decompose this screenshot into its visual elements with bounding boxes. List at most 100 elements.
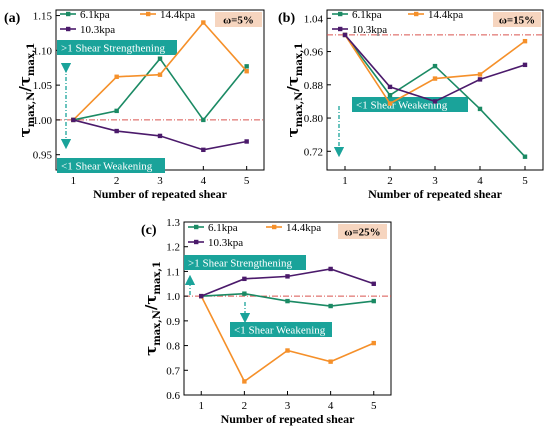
x-tick-label: 1 [342,175,348,187]
x-tick-label: 4 [328,400,334,412]
legend-marker [338,11,343,17]
data-point [285,274,290,279]
x-axis-label: Number of repeated shear [93,187,228,201]
y-tick-label: 1.00 [33,115,53,127]
strengthening-label: >1 Shear Strengthening [61,43,165,55]
data-point [244,139,249,144]
data-point [201,20,206,25]
weakening-box [352,97,468,112]
data-point [114,108,119,114]
data-point [157,72,163,77]
data-point [432,99,438,104]
y-tick-label: 1.15 [33,11,53,23]
data-point [242,291,247,296]
chart-panel-c: 0.6 0.7 0.8 0.9 1.0 1.1 1.2 1.3 1 2 3 4 5 Number of r… [141,217,392,426]
data-point [244,69,249,74]
y-tick-label: 0.9 [166,316,180,328]
y-tick-label: 0.8 [166,341,180,353]
omega-badge [338,224,387,239]
y-label-sub: max,1 [26,43,37,76]
data-point [387,92,393,98]
data-point [328,266,333,272]
legend-label: 6.1kpa [80,9,110,21]
strengthening-label: >1 Shear Strengthening [188,258,292,270]
data-point [522,62,528,68]
y-label-sub: max,N [26,92,37,128]
omega-label: ω=15% [499,15,535,27]
series-line-6.1kpa [344,34,526,158]
omega-badge [493,12,541,27]
data-point [157,133,163,139]
y-tick-label: 1.3 [166,217,180,229]
y-tick-label: 0.6 [166,390,180,402]
y-label-mid: /τ [16,76,34,92]
legend-marker [66,11,71,17]
x-tick-label: 1 [199,400,205,412]
y-tick-label: 0.72 [304,146,323,158]
x-axis-label: Number of repeated shear [368,187,503,201]
y-label-sub: max,N [294,92,305,128]
data-point [114,128,119,134]
legend-label: 14.4kpa [428,9,463,21]
chart-panel-a: 0.95 1.00 1.05 1.10 1.15 1 2 3 4 5 Number of repea… [4,9,265,201]
y-tick-label: 1.1 [166,266,180,278]
weakening-label: <1 Shear Weakening [61,161,153,173]
data-point [201,117,206,123]
data-point [342,32,348,38]
y-label-tau: τ [16,127,34,137]
data-point [477,72,483,77]
series-line-14.4kpa [344,34,526,105]
y-tick-label: 0.80 [304,113,324,125]
strengthening-box [184,255,306,270]
y-axis-label: τmax,N/τmax,1 [16,43,37,138]
data-point [114,74,119,79]
data-point [328,359,333,364]
data-point [328,303,333,309]
weakening-box [57,158,165,173]
y-label-sub: max,N [152,310,163,346]
panel-label: (c) [141,223,157,238]
data-point [371,340,376,346]
data-point [71,117,76,123]
data-point [387,84,393,90]
data-point [432,76,438,81]
legend-label: 10.3kpa [208,237,243,249]
x-tick-label: 2 [242,400,248,412]
omega-label: ω=5% [223,15,254,27]
data-point [242,379,247,384]
x-tick-label: 2 [114,175,120,187]
data-point [199,293,204,299]
data-point [477,77,483,82]
weakening-label: <1 Shear Weakening [356,100,448,112]
x-tick-label: 3 [285,400,291,412]
data-point [157,56,163,61]
legend-marker [272,224,277,230]
x-tick-label: 2 [387,175,393,187]
y-label-sub: max,1 [294,43,305,76]
y-tick-label: 1.05 [33,80,53,92]
data-point [522,38,528,44]
data-point [387,101,393,106]
data-point [201,147,206,153]
x-axis-label: Number of repeated shear [221,412,356,426]
strengthening-box [57,40,177,55]
x-tick-label: 4 [201,175,207,187]
y-tick-label: 0.7 [166,365,180,377]
y-label-mid: /τ [284,76,302,92]
legend-marker [338,26,343,32]
data-point [371,281,376,286]
x-tick-label: 1 [71,175,77,187]
legend-marker [194,239,199,245]
y-label-tau: τ [284,127,302,137]
y-tick-label: 0.88 [304,80,324,92]
weakening-label: <1 Shear Weakening [234,325,326,337]
legend-label: 14.4kpa [160,9,195,21]
y-tick-label: 1.2 [166,242,180,254]
x-tick-label: 5 [522,175,528,187]
y-tick-label: 0.96 [304,47,324,59]
data-point [432,63,438,69]
y-tick-label: 1.0 [166,291,180,303]
legend-marker [414,11,419,17]
legend-marker [146,11,151,17]
